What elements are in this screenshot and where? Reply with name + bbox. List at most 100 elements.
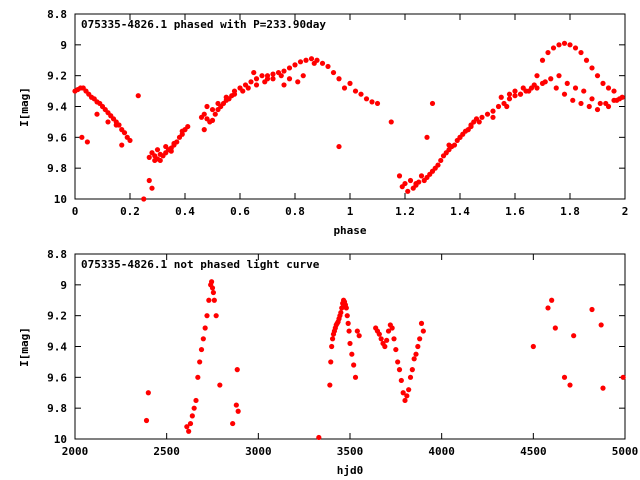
phased-data-point [163, 143, 169, 150]
phased-data-point [597, 100, 603, 107]
phased-data-point [253, 82, 260, 88]
phased-data-point [223, 94, 229, 100]
phased-x-axis: 0 0.2 0.4 0.6 0.8 1 1.2 1.4 1.6 1.8 2 [72, 14, 628, 218]
phased-data-point [154, 147, 161, 153]
phased-data-point [204, 103, 210, 110]
unphased-data-point [598, 322, 604, 328]
unphased-x-axis-label: hjd0 [337, 464, 364, 477]
phased-data-point [209, 117, 216, 123]
phased-data-point [548, 76, 554, 82]
phased-data-point [429, 100, 436, 107]
unphased-data-point [413, 351, 419, 357]
phased-data-point [149, 185, 155, 191]
unphased-data-point [198, 346, 205, 353]
phased-data-point [520, 85, 526, 91]
unphased-y-tick-label: 8.8 [47, 248, 67, 261]
phased-data-point [418, 173, 425, 179]
unphased-chart-title: 075335-4826.1 not phased light curve [81, 258, 320, 271]
unphased-x-tick-label: 3500 [337, 445, 364, 458]
phased-data-point [561, 40, 568, 46]
phased-data-point [231, 91, 238, 97]
phased-y-axis: 8.8 9 9.2 9.4 9.6 9.8 10 [47, 8, 625, 206]
unphased-data-point [210, 289, 217, 296]
phased-data-point [240, 88, 246, 94]
phased-data-point [259, 73, 265, 79]
unphased-data-point [345, 320, 351, 326]
unphased-data-point [382, 343, 388, 350]
unphased-data-point [400, 390, 406, 396]
unphased-data-point [352, 374, 359, 380]
unphased-data-point [339, 305, 345, 311]
unphased-data-point [589, 306, 595, 313]
unphased-data-point [344, 313, 350, 319]
phased-data-point [556, 73, 562, 79]
phased-x-tick-label: 1.8 [560, 205, 580, 218]
phased-data-point [611, 97, 617, 103]
unphased-data-point [349, 351, 355, 357]
phased-data-point [248, 79, 254, 85]
phased-data-point [201, 111, 207, 117]
phased-y-tick-label: 10 [54, 193, 67, 206]
unphased-y-tick-label: 9.8 [47, 402, 67, 415]
phased-data-point [457, 134, 463, 140]
unphased-y-axis-label: I[mag] [18, 327, 31, 367]
unphased-data-point [347, 340, 353, 347]
phased-data-point [84, 139, 90, 145]
unphased-data-point [530, 343, 536, 350]
unphased-data-point [200, 336, 206, 342]
phased-data-point [526, 88, 532, 94]
unphased-data-point [230, 420, 236, 427]
phased-data-point [325, 63, 331, 70]
phased-data-point [424, 134, 430, 140]
unphased-x-tick-label: 5000 [612, 445, 639, 458]
phased-x-tick-label: 1.4 [450, 205, 470, 218]
unphased-data-point [385, 328, 392, 334]
unphased-y-tick-label: 9.4 [47, 341, 67, 354]
phased-y-tick-label: 9.4 [47, 101, 67, 114]
phased-data-point [152, 157, 158, 164]
phased-x-tick-label: 1.2 [395, 205, 415, 218]
phased-data-point [311, 60, 317, 66]
unphased-data-point [393, 346, 399, 353]
unphased-data-point [234, 367, 240, 373]
unphased-data-point [204, 313, 210, 319]
phased-data-point [545, 49, 551, 56]
phased-chart-title: 075335-4826.1 phased with P=233.90day [81, 18, 326, 31]
unphased-data-point [327, 382, 333, 388]
unphased-data-point [197, 359, 203, 365]
unphased-data-point [396, 367, 403, 373]
unphased-data-point [351, 362, 357, 368]
phased-data-point [506, 91, 513, 97]
unphased-data-point [191, 405, 197, 411]
unphased-data-point [398, 377, 404, 384]
phased-data-point [347, 80, 353, 86]
phased-data-point [435, 162, 441, 168]
unphased-x-axis: 2000 2500 3000 3500 4000 4500 5000 [62, 254, 639, 458]
phased-data-point [583, 57, 590, 63]
phased-data-point [149, 150, 155, 156]
phased-data-point [358, 91, 364, 97]
unphased-x-tick-label: 2000 [62, 445, 89, 458]
phased-data-point [476, 119, 482, 125]
phased-y-axis-label: I[mag] [18, 87, 31, 127]
phased-data-point [330, 69, 337, 76]
phased-data-point [146, 177, 152, 184]
unphased-data-point [329, 336, 336, 342]
unphased-data-point [418, 320, 425, 326]
phased-data-point [589, 65, 595, 71]
phased-data-point [251, 69, 257, 76]
phased-data-point [578, 49, 584, 56]
phased-data-point [517, 91, 524, 97]
unphased-data-point [217, 382, 223, 388]
phased-data-point [506, 96, 513, 102]
phased-data-point [300, 73, 306, 79]
unphased-y-axis: 8.8 9 9.2 9.4 9.6 9.8 10 [47, 248, 625, 446]
phased-data-point [490, 114, 496, 120]
phased-data-point [281, 82, 287, 88]
unphased-plot-frame [74, 253, 626, 440]
phased-data-point [201, 127, 207, 133]
phased-plot-frame [74, 13, 626, 200]
phased-data-point [550, 45, 557, 51]
phased-data-point [157, 151, 163, 157]
phased-data-point [127, 137, 133, 144]
